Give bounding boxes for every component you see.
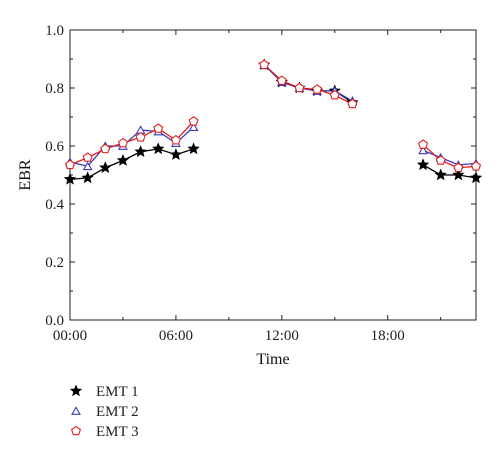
data-point	[170, 134, 181, 145]
data-point	[63, 172, 77, 185]
data-point	[347, 98, 358, 109]
data-point	[418, 139, 429, 149]
data-point	[169, 148, 183, 161]
data-point	[312, 84, 323, 94]
data-point	[117, 137, 128, 148]
series-line	[422, 149, 477, 166]
legend-marker	[71, 406, 81, 415]
data-point	[188, 116, 199, 126]
data-point	[294, 82, 305, 93]
data-point	[451, 168, 465, 181]
x-tick-label: 18:00	[371, 328, 405, 344]
legend: EMT 1 EMT 2 EMT 3	[69, 384, 139, 440]
data-point	[82, 161, 93, 171]
legend-marker	[70, 425, 82, 436]
y-tick-label: 1.0	[45, 23, 64, 39]
markers-emt-3	[64, 59, 482, 173]
y-tick-label: 0.6	[45, 139, 64, 155]
y-tick-label: 0.4	[45, 197, 64, 213]
series-line	[263, 64, 353, 102]
x-tick-label: 12:00	[265, 328, 299, 344]
data-point	[64, 159, 76, 170]
data-point	[100, 143, 111, 154]
series-emt-1	[69, 64, 477, 180]
data-point	[276, 75, 287, 86]
data-point	[453, 162, 464, 173]
legend-marker	[69, 384, 83, 397]
data-point	[435, 155, 446, 165]
y-tick-label: 0.8	[45, 81, 64, 97]
data-point	[416, 158, 430, 171]
x-axis-title: Time	[256, 351, 289, 368]
x-tick-label: 00:00	[53, 328, 87, 344]
markers-emt-1	[63, 58, 483, 185]
data-point	[188, 122, 199, 131]
data-point	[153, 123, 164, 133]
data-point	[81, 171, 95, 184]
series-line	[422, 164, 477, 179]
x-tick-label: 06:00	[159, 328, 193, 344]
legend-label: EMT 1	[96, 384, 139, 400]
series-emt-2	[69, 64, 477, 168]
legend-label: EMT 3	[96, 424, 139, 440]
data-point	[82, 152, 93, 162]
data-point	[134, 145, 147, 158]
series-line	[263, 64, 353, 105]
data-point	[329, 89, 340, 100]
legend-label: EMT 2	[96, 404, 139, 420]
data-point	[98, 161, 112, 174]
data-point	[187, 142, 200, 155]
data-point	[469, 171, 483, 184]
y-tick-label: 0.0	[45, 313, 64, 329]
data-point	[418, 145, 428, 155]
y-axis-title: EBR	[17, 159, 34, 190]
data-point	[151, 142, 165, 155]
series-emt-3	[69, 64, 477, 169]
data-point	[259, 59, 270, 70]
data-point	[434, 168, 448, 181]
data-point	[135, 132, 146, 142]
data-point	[116, 153, 130, 166]
y-tick-label: 0.2	[45, 255, 64, 271]
markers-emt-2	[65, 60, 481, 171]
series-line	[422, 144, 477, 169]
data-point	[470, 161, 482, 171]
